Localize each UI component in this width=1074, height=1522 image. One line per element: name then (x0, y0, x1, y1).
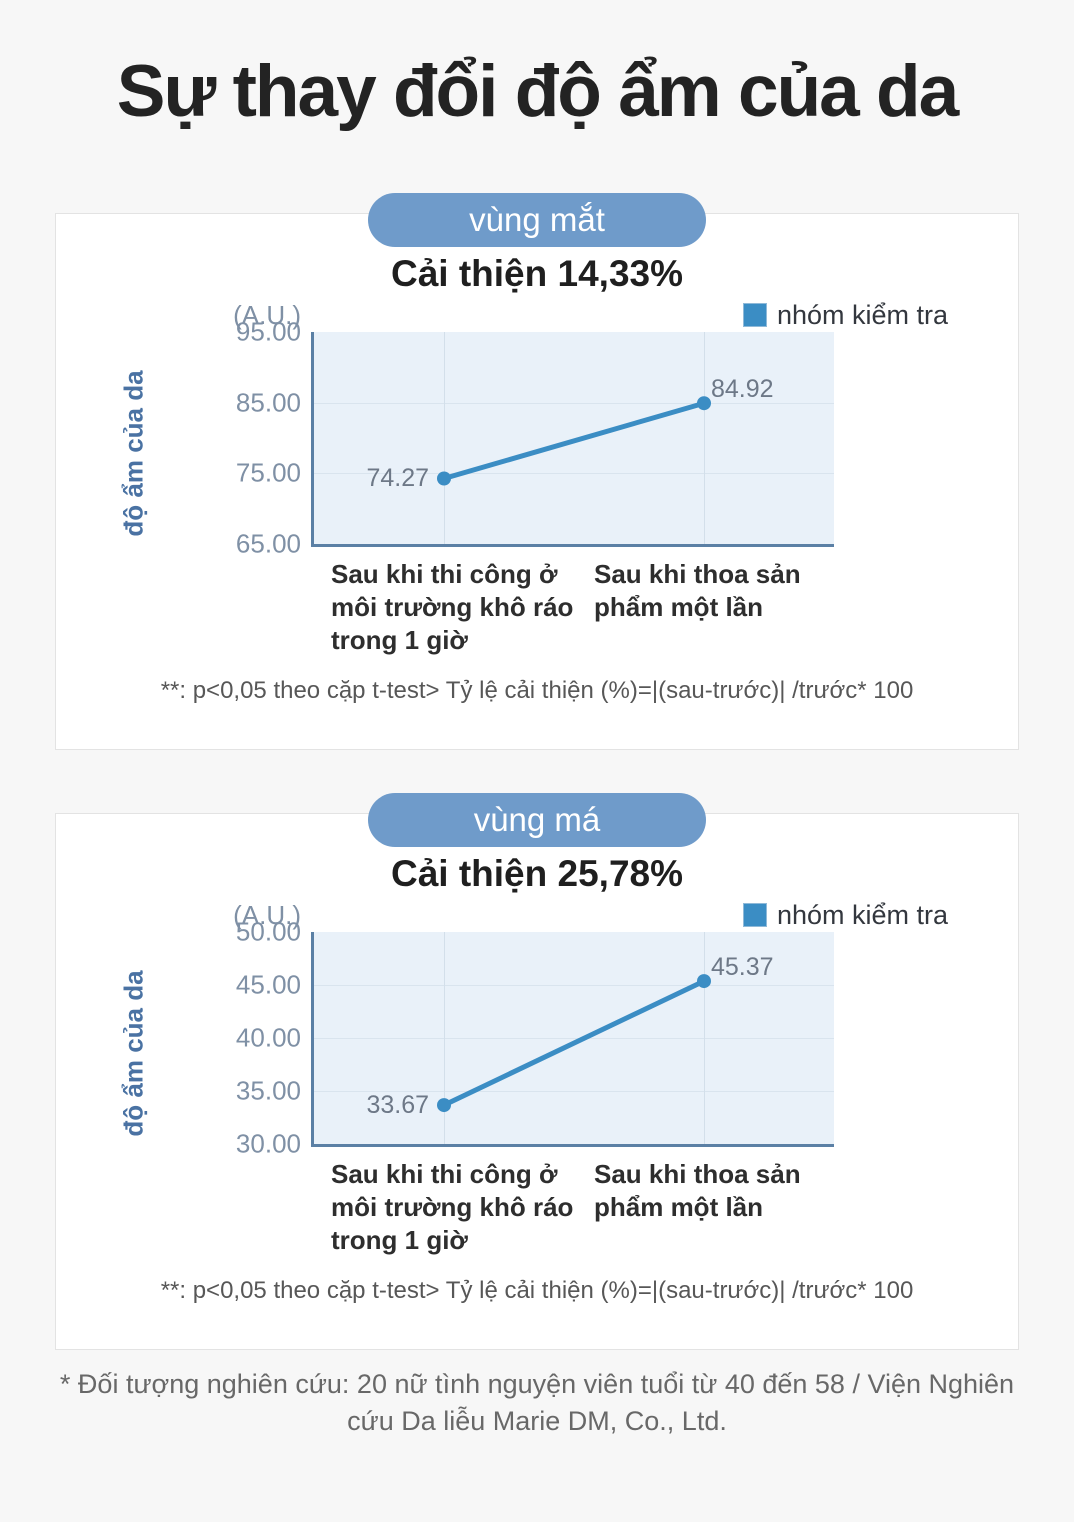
legend-label: nhóm kiểm tra (776, 899, 948, 930)
vertical-gridline (444, 332, 445, 544)
y-axis-tick-label: 30.00 (235, 1128, 301, 1159)
chart-card-cheek: Cải thiện 25,78% (A.U.) nhóm kiểm tra 50… (55, 813, 1019, 1350)
x-axis-category-label: Sau khi thi công ở môi trường khô ráo tr… (331, 1159, 574, 1255)
chart-card-eye: Cải thiện 14,33% (A.U.) nhóm kiểm tra 95… (55, 213, 1019, 750)
stat-footnote: **: p<0,05 theo cặp t-test> Tỷ lệ cải th… (160, 677, 914, 704)
plot-area (311, 332, 834, 547)
region-pill-cheek: vùng má (368, 793, 706, 847)
improvement-title: Cải thiện 14,33% (390, 253, 683, 294)
y-axis-tick-label: 50.00 (235, 916, 301, 947)
y-axis-tick-label: 45.00 (235, 969, 301, 1000)
y-axis-tick-label: 85.00 (235, 387, 301, 418)
y-axis-tick-label: 35.00 (235, 1075, 301, 1106)
x-axis-category-label: Sau khi thoa sản phẩm một lần (594, 559, 801, 622)
y-axis-tick-label: 75.00 (235, 457, 301, 488)
horizontal-gridline (314, 1091, 834, 1092)
y-axis-tick-label: 40.00 (235, 1022, 301, 1053)
line-chart-cheek: 50.00 45.00 40.00 35.00 30.00 độ ẩm của da 3… (56, 917, 1018, 1262)
legend-label: nhóm kiểm tra (776, 299, 948, 330)
page-title: Sự thay đổi độ ẩm của da (116, 51, 959, 132)
series-line (437, 974, 711, 1113)
study-footer-note: * Đối tượng nghiên cứu: 20 nữ tình nguyệ… (59, 1369, 1015, 1436)
horizontal-gridline (314, 402, 834, 404)
y-axis-unit-label: (A.U.) (233, 899, 301, 930)
legend: nhóm kiểm tra (742, 899, 948, 931)
data-point-labels: 74.27 84.92 (56, 332, 1018, 544)
x-axis-category-label: Sau khi thi công ở môi trường khô ráo tr… (331, 559, 574, 655)
vertical-gridline (704, 332, 705, 544)
legend: nhóm kiểm tra (742, 299, 948, 331)
y-axis-tick-labels: 95.00 85.00 75.00 65.00 (56, 317, 301, 559)
region-pill-eye: vùng mắt (368, 193, 706, 247)
chart-meta-row: (A.U.) nhóm kiểm tra (56, 300, 1018, 330)
y-axis-tick-label: 65.00 (235, 528, 301, 559)
legend-swatch-icon (742, 903, 767, 927)
vertical-gridline (444, 932, 445, 1144)
data-point-value: 45.37 (711, 953, 774, 982)
x-axis-category-label: Sau khi thoa sản phẩm một lần (594, 1159, 801, 1222)
data-point-value: 84.92 (711, 375, 774, 404)
data-point-value: 33.67 (366, 1091, 429, 1120)
y-axis-tick-labels: 50.00 45.00 40.00 35.00 30.00 (56, 917, 301, 1159)
improvement-title: Cải thiện 25,78% (390, 853, 683, 894)
chart-meta-row: (A.U.) nhóm kiểm tra (56, 900, 1018, 930)
line-chart-eye: 95.00 85.00 75.00 65.00 độ ẩm của da 74.27 8… (56, 317, 1018, 662)
horizontal-gridline (314, 1038, 834, 1039)
horizontal-gridline (314, 985, 834, 986)
legend-swatch-icon (742, 303, 767, 327)
panel-cheek-area: vùng má Cải thiện 25,78% (A.U.) nhóm kiể… (55, 793, 1019, 1350)
y-axis-unit-label: (A.U.) (233, 299, 301, 330)
stat-footnote: **: p<0,05 theo cặp t-test> Tỷ lệ cải th… (160, 1277, 914, 1304)
horizontal-gridline (314, 473, 834, 475)
plot-area (311, 932, 834, 1147)
panel-eye-area: vùng mắt Cải thiện 14,33% (A.U.) nhóm ki… (55, 193, 1019, 750)
y-axis-tick-label: 95.00 (235, 316, 301, 347)
data-point-labels: 33.67 45.37 (56, 932, 1018, 1144)
vertical-gridline (704, 932, 705, 1144)
series-line (437, 396, 711, 486)
data-point-value: 74.27 (366, 464, 429, 493)
